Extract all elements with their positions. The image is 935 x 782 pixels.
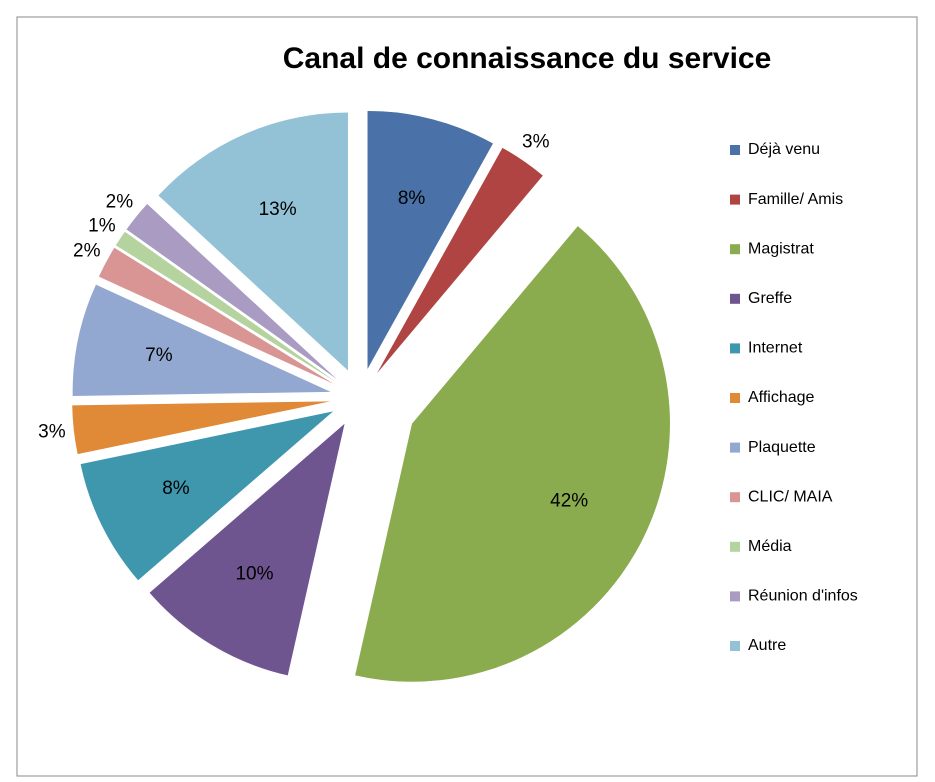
data-label: 2% [73,241,101,262]
legend-label: Greffe [748,290,792,307]
legend-swatch [730,293,740,304]
data-label: 3% [38,421,66,442]
legend-swatch [730,393,740,403]
legend-label: Plaquette [748,439,816,456]
pie-slice [72,401,331,455]
legend-swatch [730,343,740,354]
legend-swatch [730,194,740,205]
pie-slice [355,226,670,682]
data-label: 7% [145,345,173,366]
legend-swatch [730,591,740,602]
data-label: 3% [522,132,550,153]
pie-slice [72,284,331,396]
legend-swatch [730,492,740,503]
legend-swatch [730,442,740,453]
pie-slice [367,110,493,369]
legend-swatch [730,541,740,552]
legend-label: Autre [748,637,786,654]
legend-label: Média [748,538,792,555]
legend-label: Déjà venu [748,141,820,158]
pie-slice [158,112,348,371]
legend-label: Réunion d'infos [748,588,858,605]
pie-slice [126,204,337,380]
legend-label: Affichage [748,389,815,406]
legend-label: Internet [748,340,803,357]
data-label: 10% [235,563,273,584]
data-label: 2% [106,192,134,213]
data-label: 1% [88,215,116,236]
data-label: 8% [398,188,426,209]
data-label: 13% [259,199,297,220]
legend-label: CLIC/ MAIA [748,488,833,505]
legend-label: Famille/ Amis [748,191,843,208]
legend-swatch [730,641,740,651]
data-label: 42% [550,491,588,512]
pie-slice [98,247,334,384]
chart-title: Canal de connaissance du service [283,42,772,75]
legend-label: Magistrat [748,240,814,257]
pie-slice [377,147,543,374]
legend-swatch [730,145,740,155]
pie-slice [115,231,336,382]
pie-slice [80,411,334,581]
data-label: 8% [162,478,190,499]
legend-swatch [730,244,740,255]
pie-slice [149,423,345,676]
